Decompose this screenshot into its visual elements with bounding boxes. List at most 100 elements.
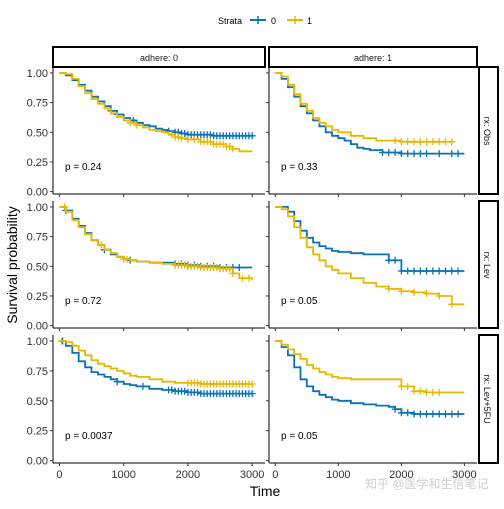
panels: 0.00 0.25 0.50 0.75 1.00 p = 0.24 p = 0.33 0.00… (27, 67, 477, 481)
censor-mark-0 (454, 410, 462, 418)
y-axis-title: Survival probability (4, 206, 20, 324)
y-tick-label: 0.25 (27, 291, 48, 303)
p-value-label: p = 0.24 (65, 162, 102, 173)
censor-mark-1 (57, 337, 65, 345)
y-tick-label: 0.00 (27, 321, 48, 333)
censor-mark-0 (385, 149, 393, 156)
censor-mark-0 (248, 390, 256, 398)
censor-mark-0 (181, 387, 189, 395)
strip-row-2-label: rx: Lev+5FU (482, 374, 492, 423)
censor-mark-0 (429, 267, 437, 275)
censor-mark-1 (133, 121, 140, 129)
censor-mark-1 (416, 138, 424, 146)
censor-mark-0 (429, 410, 437, 418)
strip-row-0 (478, 66, 499, 195)
censor-mark-0 (416, 267, 424, 275)
censor-mark-0 (397, 267, 405, 275)
censor-mark-0 (206, 131, 214, 139)
censor-mark-0 (410, 410, 418, 418)
p-value-label: p = 0.33 (281, 162, 318, 173)
censor-mark-0 (385, 256, 393, 264)
y-tick-label: 0.75 (27, 98, 48, 110)
y-tick-label: 0.75 (27, 232, 48, 244)
strip-col-0 (52, 46, 266, 68)
censor-mark-1 (385, 285, 393, 293)
censor-mark-1 (442, 138, 449, 146)
censor-mark-1 (404, 382, 412, 390)
panel-r1-c0: 0.00 0.25 0.50 0.75 1.00 p = 0.72 (27, 201, 265, 333)
p-value-label: p = 0.72 (65, 296, 102, 307)
x-tick-label: 1000 (111, 469, 135, 481)
censor-mark-0 (435, 150, 443, 158)
censor-mark-1 (239, 274, 246, 282)
censor-mark-0 (113, 378, 121, 386)
y-tick-label: 0.50 (27, 396, 48, 408)
y-tick-label: 0.00 (27, 187, 48, 199)
censor-mark-1 (229, 145, 237, 153)
p-value-label: p = 0.05 (281, 431, 318, 442)
censor-mark-1 (174, 133, 182, 141)
survival-curve-0 (275, 340, 465, 415)
censor-mark-1 (423, 388, 431, 396)
p-value-label: p = 0.0037 (65, 431, 113, 442)
censor-mark-0 (139, 382, 147, 390)
legend: Strata 0 1 (218, 16, 312, 26)
censor-mark-1 (97, 241, 105, 249)
censor-mark-0 (410, 150, 418, 158)
censor-mark-0 (416, 410, 424, 418)
censor-mark-0 (442, 410, 449, 418)
censor-mark-1 (448, 138, 456, 146)
censor-mark-0 (397, 150, 405, 158)
censor-mark-0 (454, 150, 462, 158)
censor-mark-0 (448, 410, 456, 418)
y-tick-label: 0.25 (27, 157, 48, 169)
censor-mark-1 (423, 290, 431, 298)
censor-mark-0 (423, 267, 431, 275)
censor-mark-1 (429, 138, 437, 146)
censor-mark-0 (235, 264, 243, 271)
censor-mark-1 (416, 387, 424, 395)
y-tick-label: 1.00 (27, 68, 48, 80)
censor-mark-1 (404, 138, 412, 146)
legend-title: Strata (218, 16, 242, 26)
censor-mark-1 (410, 138, 418, 146)
censor-mark-1 (435, 292, 443, 300)
panel-r1-c1: p = 0.05 (266, 201, 477, 331)
censor-mark-0 (448, 150, 456, 158)
censor-mark-0 (391, 405, 399, 413)
censor-mark-0 (379, 149, 386, 156)
panel-r2-c1: 0 1000 2000 3000 p = 0.05 (266, 335, 477, 481)
survival-curve-0 (275, 72, 465, 155)
y-tick-label: 0.50 (27, 127, 48, 139)
censor-mark-0 (416, 150, 424, 158)
x-tick-label: 2000 (389, 469, 413, 481)
censor-mark-1 (397, 287, 405, 295)
x-tick-label: 1000 (326, 469, 350, 481)
y-tick-label: 0.50 (27, 261, 48, 273)
censor-mark-0 (442, 267, 449, 275)
panel-r0-c0: 0.00 0.25 0.50 0.75 1.00 p = 0.24 (27, 67, 265, 199)
censor-mark-1 (123, 255, 131, 263)
strip-col-0-label: adhere: 0 (140, 53, 178, 63)
censor-mark-1 (190, 135, 198, 143)
censor-mark-0 (168, 386, 176, 394)
survival-curve-1 (275, 206, 465, 306)
watermark-text: 知乎 @医学和生信笔记 (365, 476, 489, 491)
y-tick-label: 1.00 (27, 336, 48, 348)
censor-mark-1 (248, 380, 256, 388)
strip-row-1-label: rx: Lev (482, 251, 492, 279)
censor-mark-0 (391, 149, 399, 156)
censor-mark-1 (194, 379, 201, 387)
censor-mark-1 (423, 138, 431, 146)
legend-label-1: 1 (307, 16, 312, 26)
censor-mark-1 (429, 388, 437, 396)
panel-r0-c1: p = 0.33 (266, 67, 477, 197)
legend-label-0: 0 (271, 16, 276, 26)
censor-mark-0 (448, 267, 456, 275)
censor-mark-0 (248, 132, 256, 140)
censor-mark-1 (435, 388, 443, 396)
censor-mark-1 (226, 265, 234, 273)
censor-mark-1 (397, 382, 405, 390)
